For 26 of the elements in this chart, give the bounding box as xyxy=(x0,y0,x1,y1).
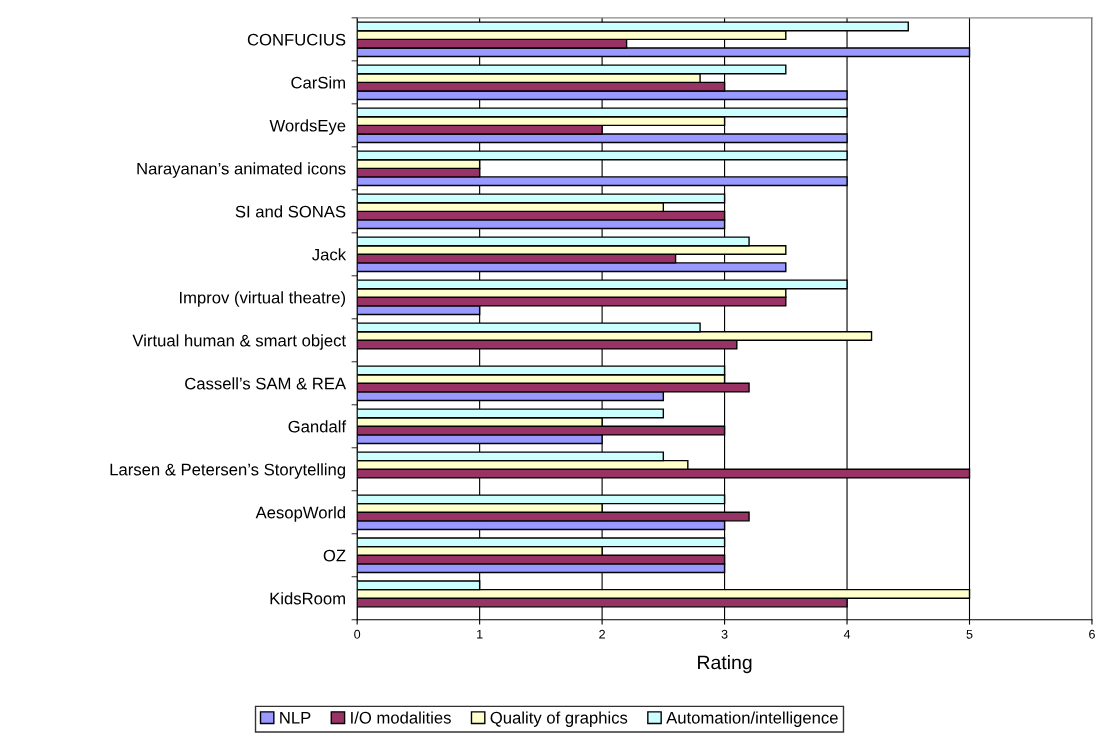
x-tick-label: 3 xyxy=(721,629,728,639)
x-axis-title: Rating xyxy=(698,655,752,674)
legend-label: Quality of graphics xyxy=(490,711,628,727)
y-tick-label: Larsen & Petersen’s Storytelling xyxy=(110,463,345,479)
y-tick-label: CONFUCIUS xyxy=(247,33,346,46)
x-tick-label: 1 xyxy=(477,629,483,639)
y-tick-label: Gandalf xyxy=(288,420,347,433)
y-tick-label: Virtual human & smart object xyxy=(132,334,346,350)
y-tick-label: CarSim xyxy=(291,76,345,89)
y-tick-label: KidsRoom xyxy=(270,592,345,605)
y-tick-label: SI and SONAS xyxy=(235,205,346,218)
legend-label: Automation/intelligence xyxy=(666,711,838,727)
y-tick-label: Jack xyxy=(312,248,347,261)
x-tick-label: 2 xyxy=(599,629,605,639)
y-tick-label: Cassell’s SAM & REA xyxy=(185,377,347,390)
x-tick-label: 6 xyxy=(1089,629,1095,639)
legend-label: I/O modalities xyxy=(351,711,451,724)
y-tick-label: OZ xyxy=(323,549,346,562)
legend-label: NLP xyxy=(280,712,311,724)
y-tick-label: Narayanan’s animated icons xyxy=(137,162,346,178)
x-tick-label: 5 xyxy=(966,629,973,639)
y-tick-label: AesopWorld xyxy=(255,506,345,522)
y-tick-label: Improv (virtual theatre) xyxy=(179,291,346,307)
x-tick-label: 4 xyxy=(843,629,851,639)
x-tick-label: 0 xyxy=(354,629,361,639)
y-tick-label: WordsEye xyxy=(269,119,346,135)
